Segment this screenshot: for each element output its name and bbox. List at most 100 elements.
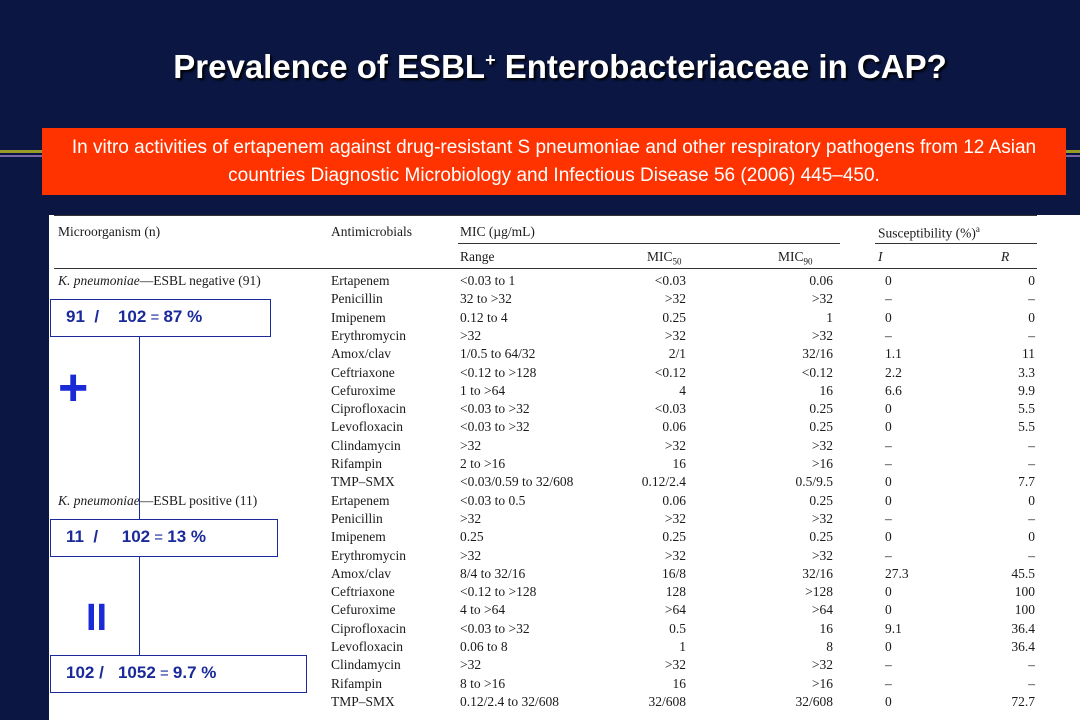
cell-mic90: >16: [811, 456, 833, 471]
cell-range: <0.12 to >128: [460, 584, 537, 600]
header-range: Range: [460, 249, 495, 264]
cell-range: 4 to >64: [460, 602, 506, 618]
cell-r: 3.3: [1018, 364, 1035, 380]
cell-antimicrobial: Ciprofloxacin: [331, 401, 406, 417]
citation-line-2: countries Diagnostic Microbiology and In…: [228, 165, 880, 186]
cell-mic50: <0.03: [654, 401, 686, 417]
header-bottom-rule: [54, 268, 1037, 269]
cell-i: 0: [885, 492, 892, 508]
header-i: I: [878, 249, 883, 264]
cell-i: 0: [885, 419, 892, 435]
table-top-rule: [54, 215, 1037, 216]
header-mic50: MIC50: [647, 249, 682, 267]
cell-antimicrobial: Imipenem: [331, 309, 386, 325]
slide-title: Prevalence of ESBL+ Enterobacteriaceae i…: [0, 48, 1080, 86]
cell-mic90: >128: [805, 584, 833, 600]
cell-range: 0.12/2.4 to 32/608: [460, 693, 560, 709]
cell-mic90: 16: [819, 620, 834, 636]
cell-i: 0: [885, 602, 892, 618]
cell-r: 0: [1028, 309, 1035, 325]
cell-mic90: 1: [826, 309, 833, 325]
cell-antimicrobial: Clindamycin: [331, 437, 401, 453]
cell-antimicrobial: Ceftriaxone: [331, 584, 395, 600]
cell-r: 0: [1028, 273, 1035, 288]
cell-mic50: >32: [664, 437, 686, 453]
cell-i: –: [885, 675, 892, 691]
cell-i: 1.1: [885, 346, 902, 362]
cell-antimicrobial: Ciprofloxacin: [331, 620, 406, 636]
cell-antimicrobial: Ertapenem: [331, 492, 390, 508]
cell-mic50: >64: [664, 602, 686, 618]
group-label: K. pneumoniae—ESBL positive (11): [58, 492, 258, 508]
cell-mic50: 4: [679, 382, 686, 398]
equals-icon: II: [86, 597, 108, 639]
cell-range: >32: [460, 657, 482, 673]
cell-mic50: 32/608: [648, 693, 686, 709]
cell-antimicrobial: Penicillin: [331, 510, 383, 526]
cell-r: 45.5: [1011, 565, 1035, 581]
group-label: K. pneumoniae—ESBL negative (91): [58, 273, 261, 288]
header-antimicrobials: Antimicrobials: [331, 224, 412, 239]
cell-i: 0: [885, 401, 892, 417]
cell-range: 2 to >16: [460, 456, 506, 471]
cell-range: <0.03 to 0.5: [460, 492, 526, 508]
cell-r: –: [1028, 510, 1035, 526]
cell-r: 5.5: [1018, 419, 1035, 435]
cell-r: 7.7: [1018, 474, 1035, 490]
title-rest: Enterobacteriaceae in CAP?: [495, 48, 947, 85]
cell-mic50: <0.12: [654, 364, 686, 380]
cell-range: >32: [460, 547, 482, 563]
cell-mic50: 16: [672, 456, 687, 471]
cell-r: 100: [1014, 584, 1035, 600]
header-mic90: MIC90: [778, 249, 813, 267]
cell-i: –: [885, 657, 892, 673]
cell-range: 0.06 to 8: [460, 639, 508, 654]
citation-line-1: In vitro activities of ertapenem against…: [71, 137, 1037, 158]
cell-mic90: >16: [811, 675, 833, 691]
cell-i: 0: [885, 309, 892, 325]
cell-mic90: 32/16: [802, 565, 833, 581]
cell-r: 9.9: [1018, 382, 1035, 398]
header-susceptibility: Susceptibility (%)a: [878, 224, 980, 241]
ratio-box-esbl-negative: 91 / 102 = 87 %: [50, 299, 271, 337]
cell-i: –: [885, 547, 892, 563]
cell-antimicrobial: Erythromycin: [331, 547, 406, 563]
cell-r: –: [1028, 675, 1035, 691]
mic-header-rule: [458, 243, 840, 244]
cell-antimicrobial: Ertapenem: [331, 273, 390, 288]
cell-mic90: >32: [811, 657, 833, 673]
ratio-box-esbl-positive: 11 / 102 = 13 %: [50, 519, 278, 557]
cell-range: >32: [460, 327, 482, 343]
cell-mic50: 0.12/2.4: [641, 474, 686, 490]
cell-i: 0: [885, 639, 892, 654]
cell-i: –: [885, 510, 892, 526]
cell-antimicrobial: Imipenem: [331, 529, 386, 545]
cell-mic90: 32/16: [802, 346, 833, 362]
cell-range: 1/0.5 to 64/32: [460, 346, 536, 362]
cell-range: 0.12 to 4: [460, 309, 508, 325]
cell-r: 72.7: [1011, 693, 1035, 709]
cell-range: >32: [460, 437, 482, 453]
cell-mic50: 0.5: [669, 620, 686, 636]
cell-i: 0: [885, 584, 892, 600]
cell-mic90: 0.25: [809, 492, 833, 508]
cell-mic90: >32: [811, 510, 833, 526]
cell-mic90: 0.25: [809, 401, 833, 417]
cell-antimicrobial: TMP–SMX: [331, 474, 395, 490]
cell-i: 0: [885, 273, 892, 288]
cell-mic90: 16: [819, 382, 834, 398]
cell-range: >32: [460, 510, 482, 526]
annotation-connector-line: [139, 299, 140, 692]
cell-mic90: >32: [811, 437, 833, 453]
ratio-box-overall: 102 / 1052 = 9.7 %: [50, 655, 307, 693]
cell-mic50: >32: [664, 510, 686, 526]
cell-antimicrobial: Rifampin: [331, 456, 382, 471]
cell-range: 8/4 to 32/16: [460, 565, 526, 581]
header-r: R: [1001, 249, 1010, 264]
cell-mic50: 0.25: [662, 529, 686, 545]
cell-r: –: [1028, 657, 1035, 673]
cell-mic50: >32: [664, 327, 686, 343]
cell-antimicrobial: Erythromycin: [331, 327, 406, 343]
cell-i: 0: [885, 474, 892, 490]
cell-mic90: 8: [826, 639, 833, 654]
